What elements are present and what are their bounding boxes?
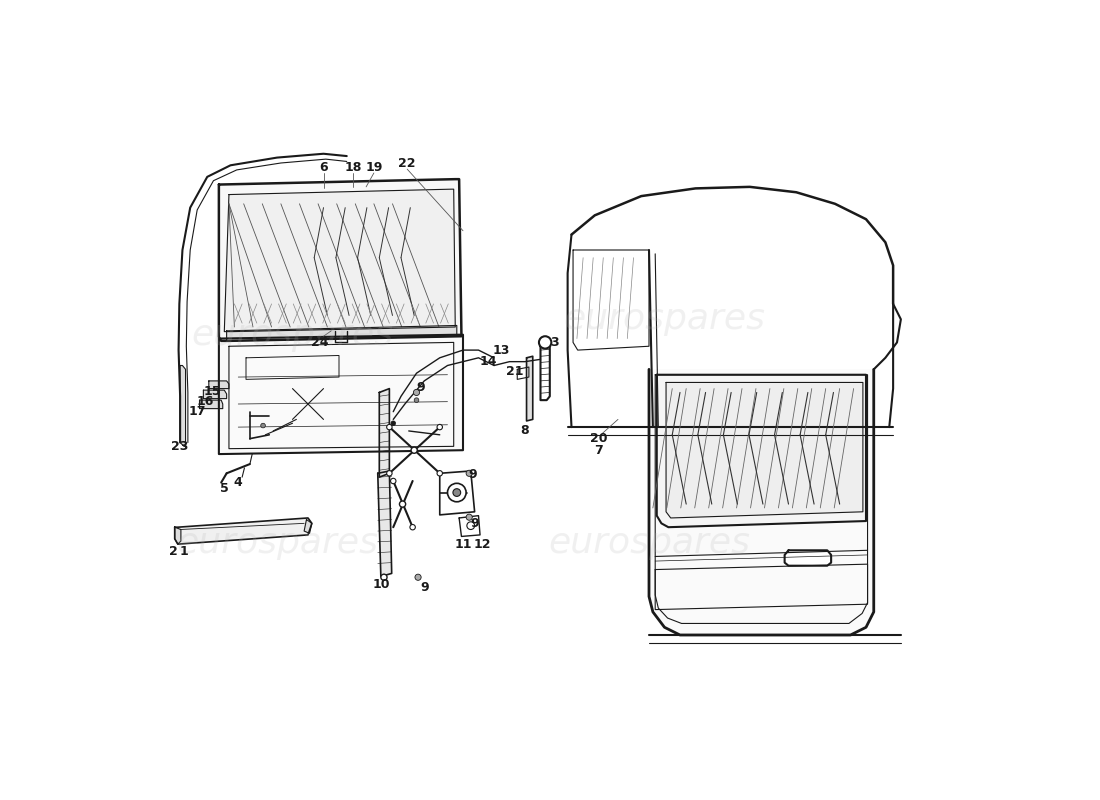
Circle shape xyxy=(448,483,466,502)
Polygon shape xyxy=(459,516,480,537)
Polygon shape xyxy=(227,326,456,341)
Circle shape xyxy=(390,421,396,426)
Circle shape xyxy=(437,425,442,430)
Circle shape xyxy=(414,390,419,395)
Polygon shape xyxy=(199,400,222,409)
Text: 10: 10 xyxy=(373,578,390,591)
Text: 7: 7 xyxy=(594,444,603,457)
Polygon shape xyxy=(649,370,873,635)
Circle shape xyxy=(415,574,421,580)
Circle shape xyxy=(466,514,472,520)
Polygon shape xyxy=(180,366,186,446)
Polygon shape xyxy=(379,389,389,477)
Polygon shape xyxy=(377,471,392,577)
Circle shape xyxy=(466,522,474,530)
Circle shape xyxy=(437,470,442,476)
Polygon shape xyxy=(204,390,227,398)
Text: eurospares: eurospares xyxy=(176,526,378,560)
Text: 21: 21 xyxy=(506,365,524,378)
Text: 9: 9 xyxy=(471,517,478,530)
Text: eurospares: eurospares xyxy=(548,526,750,560)
Text: 11: 11 xyxy=(454,538,472,550)
Text: 18: 18 xyxy=(344,161,362,174)
Circle shape xyxy=(411,447,417,454)
Circle shape xyxy=(390,478,396,484)
Polygon shape xyxy=(667,382,862,518)
Circle shape xyxy=(539,336,551,349)
Text: 15: 15 xyxy=(204,385,221,398)
Circle shape xyxy=(415,398,419,402)
Circle shape xyxy=(466,470,472,476)
Text: eurospares: eurospares xyxy=(191,318,394,352)
Text: 2: 2 xyxy=(168,546,177,558)
Polygon shape xyxy=(784,550,832,566)
Polygon shape xyxy=(517,367,529,379)
Circle shape xyxy=(453,489,461,496)
Text: 14: 14 xyxy=(480,355,497,368)
Circle shape xyxy=(381,574,387,580)
Polygon shape xyxy=(175,518,312,544)
Text: 1: 1 xyxy=(179,546,188,558)
Text: 17: 17 xyxy=(188,405,206,418)
Polygon shape xyxy=(219,334,463,454)
Circle shape xyxy=(261,423,265,428)
Polygon shape xyxy=(527,356,532,421)
Polygon shape xyxy=(540,344,550,400)
Text: 6: 6 xyxy=(319,161,328,174)
Circle shape xyxy=(387,470,392,476)
Text: 12: 12 xyxy=(474,538,491,550)
Polygon shape xyxy=(219,179,462,341)
Text: 3: 3 xyxy=(550,336,559,349)
Text: 9: 9 xyxy=(468,468,476,482)
Text: 4: 4 xyxy=(234,476,243,489)
Text: 19: 19 xyxy=(365,161,383,174)
Text: 9: 9 xyxy=(420,581,429,594)
Text: 24: 24 xyxy=(311,336,329,349)
Circle shape xyxy=(387,425,392,430)
Text: 9: 9 xyxy=(416,381,425,394)
Text: eurospares: eurospares xyxy=(563,302,766,336)
Text: 13: 13 xyxy=(493,344,510,357)
Polygon shape xyxy=(440,471,474,515)
Polygon shape xyxy=(209,381,229,389)
Polygon shape xyxy=(657,374,866,527)
Text: 5: 5 xyxy=(220,482,229,495)
Text: 23: 23 xyxy=(172,440,189,453)
Circle shape xyxy=(399,501,406,507)
Text: 22: 22 xyxy=(398,158,416,170)
Polygon shape xyxy=(175,527,180,544)
Text: 20: 20 xyxy=(590,432,607,445)
Text: 8: 8 xyxy=(520,425,529,438)
Circle shape xyxy=(410,525,416,530)
Polygon shape xyxy=(224,189,455,332)
Polygon shape xyxy=(304,519,312,534)
Text: 16: 16 xyxy=(196,395,213,408)
